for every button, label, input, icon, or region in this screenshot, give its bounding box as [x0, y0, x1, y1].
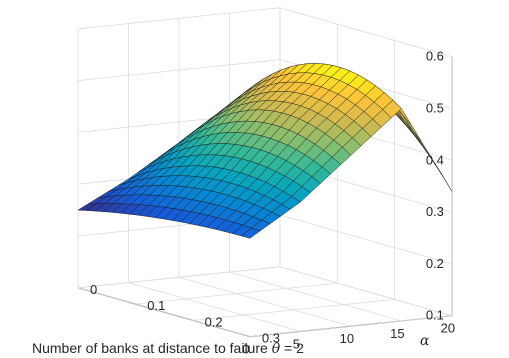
- x-axis-label-prefix: Number of banks at distance to failure: [32, 340, 268, 356]
- z-tick-label: 0.6: [426, 49, 444, 64]
- y-grid-floor: [192, 299, 395, 321]
- y-tick-label: 0: [90, 282, 97, 297]
- y-grid-floor: [249, 315, 452, 338]
- z-tick-label: 0.1: [426, 308, 444, 323]
- z-tick-label: 0.4: [426, 152, 444, 167]
- tick-labels: 0.1 0.2 0.3 0.4 0.5 0.6 20 15 10 5 0 0 0.1 0.2 0.3: [90, 49, 455, 357]
- y-tick-label: 0.3: [262, 331, 280, 346]
- x-tick-label: 15: [390, 326, 404, 341]
- x-tick-label: 0: [242, 342, 249, 357]
- z-grid-side: [279, 7, 453, 58]
- x-grid-floor: [128, 282, 301, 332]
- z-tick-label: 0.5: [426, 101, 444, 116]
- z-grid-side: [279, 214, 453, 265]
- x-tick-label: 5: [293, 336, 300, 351]
- x-grid-floor: [279, 266, 453, 317]
- x-axis-label: Number of banks at distance to failure θ…: [32, 340, 304, 357]
- x-grid-floor: [77, 287, 251, 338]
- y-grid-floor: [77, 266, 281, 289]
- z-tick-label: 0.2: [426, 256, 444, 271]
- x-grid-floor: [178, 276, 352, 327]
- x-grid-floor: [229, 271, 402, 322]
- surface-patch: [241, 227, 261, 239]
- y-axis-label: α: [420, 333, 430, 349]
- x-tick-label: 20: [441, 321, 455, 336]
- x-tick-label: 10: [340, 331, 354, 346]
- y-tick-label: 0.2: [205, 314, 223, 329]
- y-tick-label: 0.1: [147, 298, 165, 313]
- x-axis-label-symbol: θ: [272, 341, 281, 357]
- surface-mesh: [77, 63, 453, 239]
- y-grid-floor: [135, 282, 338, 305]
- x-axis-label-suffix: = 2: [280, 340, 304, 356]
- z-tick-label: 0.3: [426, 204, 444, 219]
